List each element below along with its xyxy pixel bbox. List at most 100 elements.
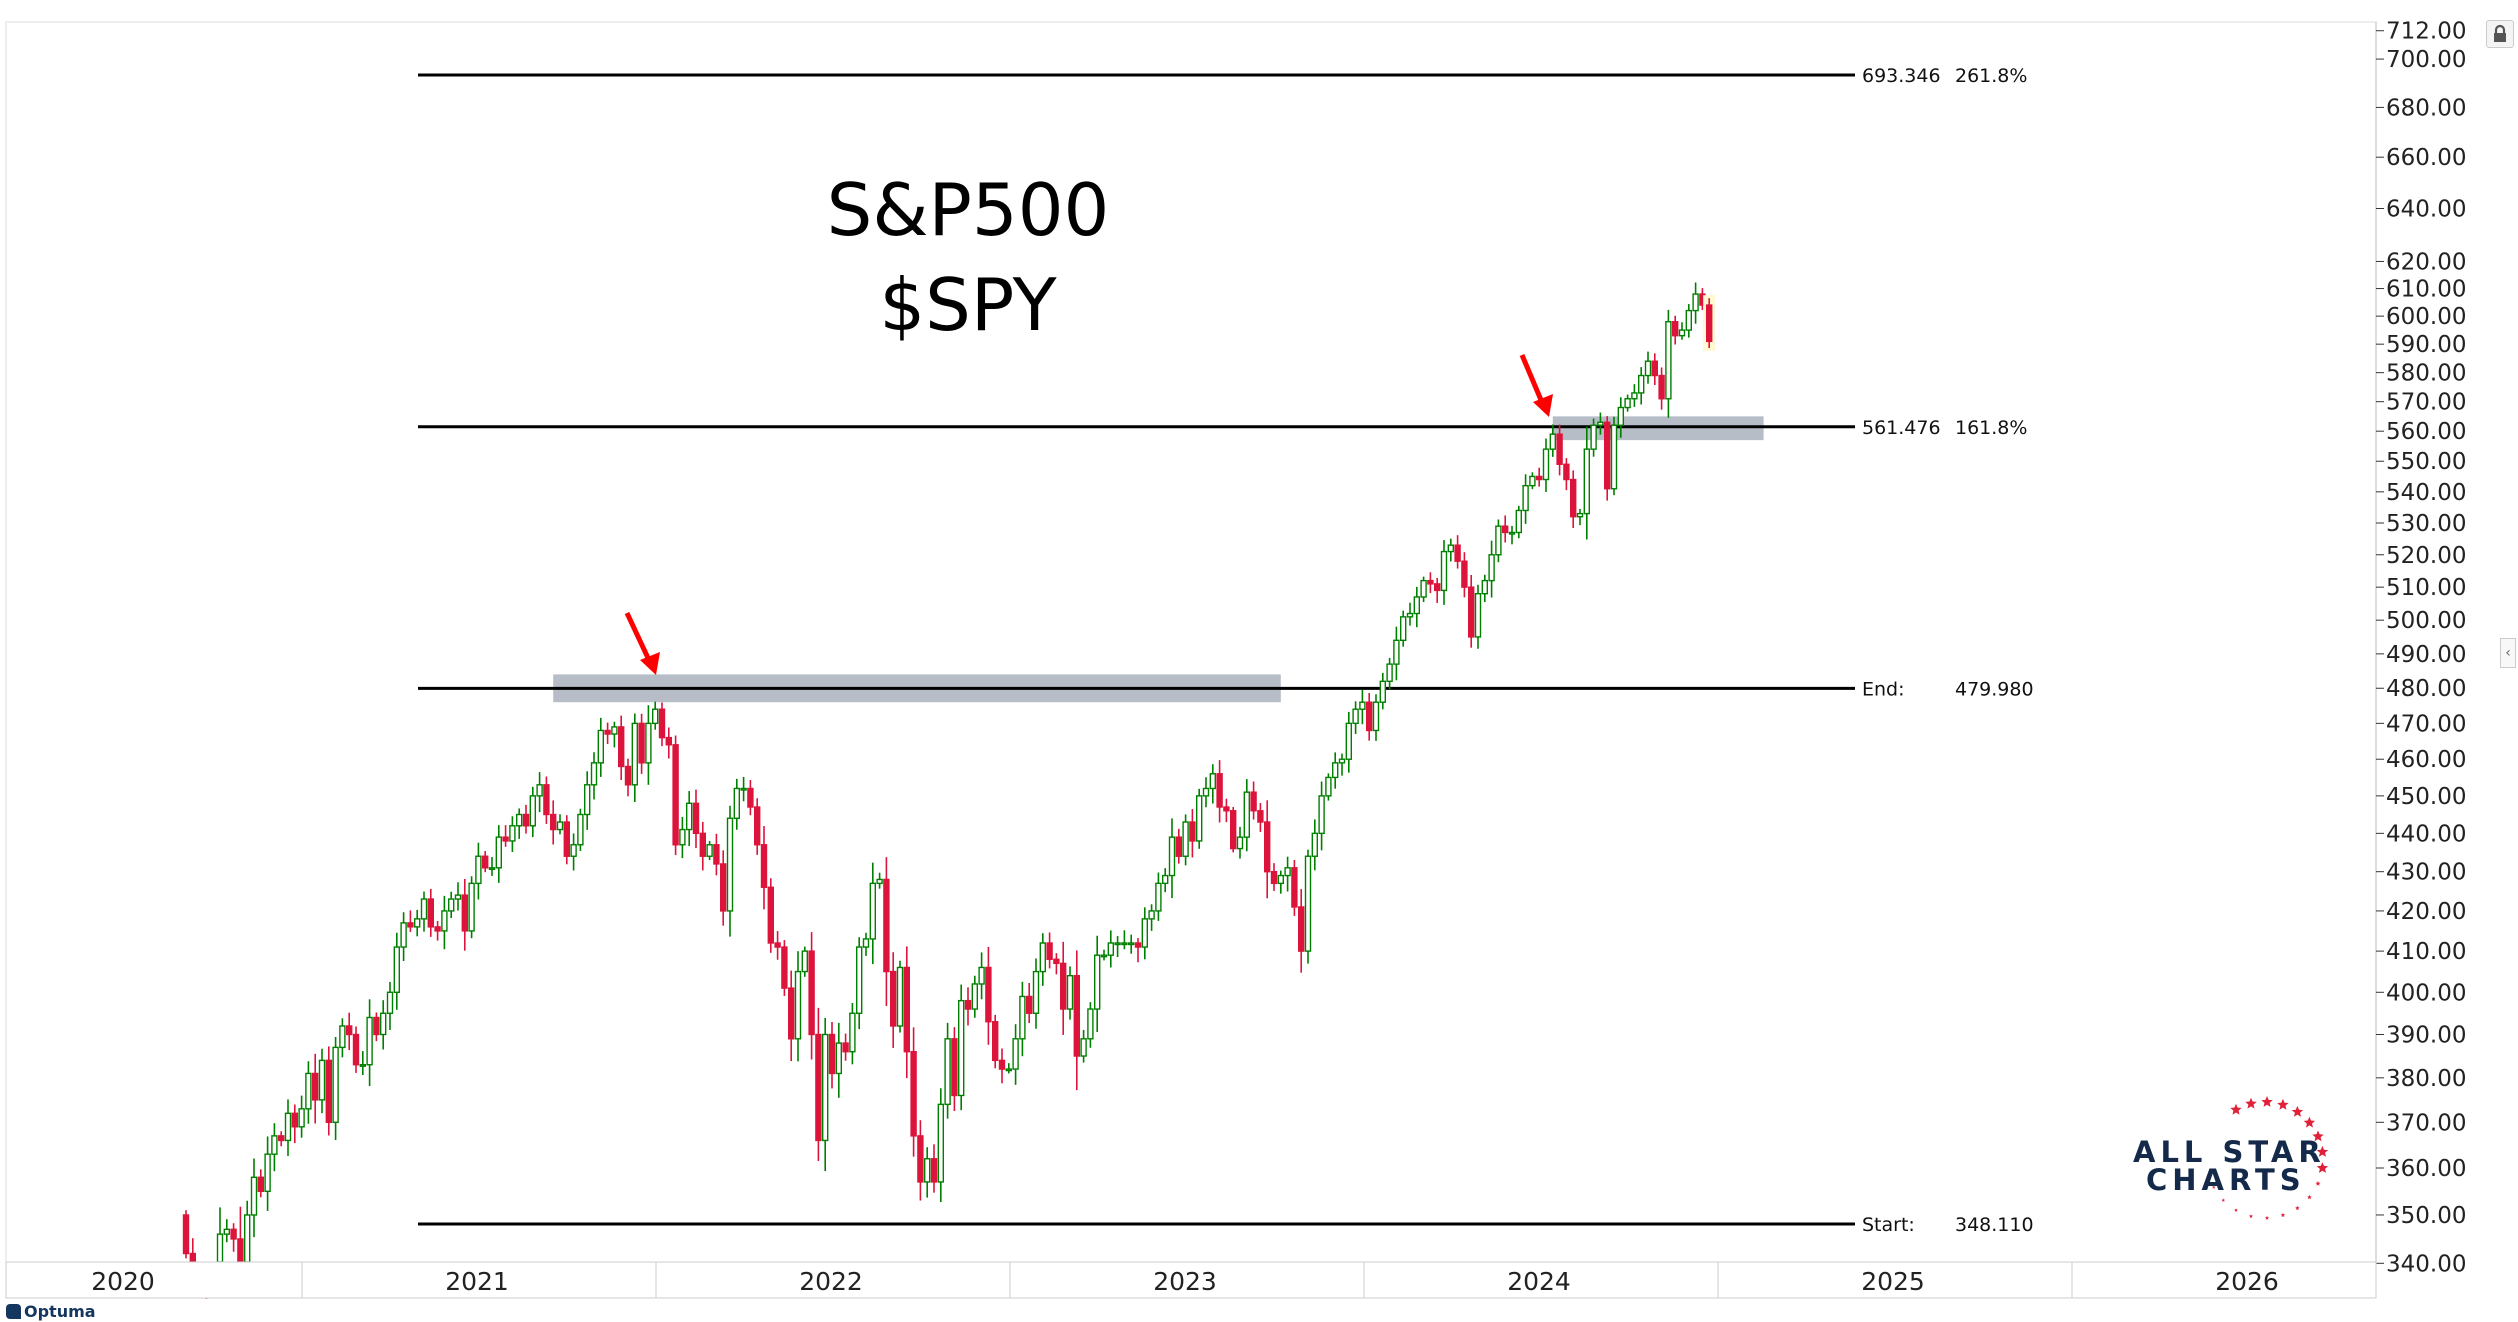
candle (1703, 295, 1716, 352)
candle (1461, 552, 1468, 598)
candle (223, 1219, 231, 1243)
star-icon (2261, 1096, 2273, 1107)
candle (1087, 1002, 1094, 1048)
collapse-panel-button[interactable]: ‹ (2500, 638, 2516, 668)
candle (1549, 424, 1557, 457)
candle (1637, 367, 1645, 405)
y-tick-label: 490.00 (2386, 642, 2466, 668)
y-tick-label: 600.00 (2386, 304, 2466, 330)
x-tick-label: 2021 (445, 1267, 509, 1296)
y-tick-label: 400.00 (2386, 980, 2466, 1006)
candle (1359, 689, 1366, 725)
candle (584, 771, 591, 830)
logo-stars-ring (2212, 1096, 2329, 1220)
candle (774, 931, 781, 960)
star-icon (2230, 1103, 2242, 1115)
candle (1454, 535, 1461, 569)
candle (420, 891, 428, 932)
candle (1100, 949, 1108, 961)
candle (672, 735, 679, 856)
candle (618, 715, 625, 781)
star-icon (2295, 1205, 2300, 1210)
candle (550, 800, 557, 845)
candle (903, 946, 910, 1079)
candle (624, 758, 632, 797)
candle (788, 970, 795, 1062)
candle (1379, 672, 1387, 710)
candle (516, 808, 523, 839)
candle (930, 1144, 938, 1193)
candle (1236, 826, 1244, 859)
y-tick-label: 360.00 (2386, 1156, 2466, 1182)
candle (924, 1147, 931, 1198)
candle (985, 946, 992, 1045)
fib-label: 693.346 (1862, 65, 1941, 87)
logo-text-line1: ALL STAR (2133, 1135, 2326, 1169)
candle (1603, 416, 1611, 501)
candle (373, 1012, 380, 1042)
star-icon (2291, 1105, 2304, 1117)
candle (182, 1210, 190, 1259)
star-icon (2303, 1116, 2316, 1128)
y-tick-label: 500.00 (2386, 608, 2466, 634)
candle (1175, 828, 1183, 864)
candle (910, 1027, 917, 1157)
candle (366, 999, 373, 1087)
candle (1399, 610, 1407, 647)
candle (1658, 367, 1665, 410)
candle (1114, 936, 1121, 958)
fib-value: 161.8% (1955, 417, 2027, 439)
y-tick-label: 680.00 (2386, 95, 2466, 121)
candle (1447, 538, 1455, 562)
y-tick-label: 460.00 (2386, 747, 2466, 773)
candle (1005, 1063, 1012, 1074)
candle (1590, 418, 1597, 457)
candle (1250, 781, 1257, 820)
y-tick-label: 410.00 (2386, 939, 2466, 965)
star-icon (2245, 1097, 2257, 1109)
candle (733, 778, 740, 830)
star-icon (2234, 1208, 2238, 1212)
candle (767, 878, 774, 953)
y-tick-label: 450.00 (2386, 784, 2466, 810)
candle (1229, 807, 1237, 853)
y-tick-label: 480.00 (2386, 676, 2466, 702)
candle (1216, 760, 1223, 823)
star-icon (2212, 1185, 2216, 1189)
candle (665, 727, 672, 759)
candle (1019, 981, 1026, 1057)
candle (1141, 907, 1149, 960)
candle (468, 876, 475, 939)
candle (890, 952, 897, 1048)
candle (1644, 351, 1652, 384)
candle (1263, 800, 1271, 899)
candle (1433, 577, 1441, 603)
candle (876, 872, 883, 889)
candle (522, 804, 530, 834)
fib-label: End: (1862, 678, 1905, 700)
candle (862, 932, 870, 956)
optuma-logo: Optuma (6, 1302, 96, 1321)
candle (801, 946, 808, 977)
candle (1474, 584, 1482, 649)
star-icon (2280, 1212, 2286, 1217)
candle (448, 891, 455, 919)
candle (1563, 458, 1570, 491)
candle (332, 1036, 339, 1141)
candle (1161, 868, 1169, 893)
y-tick-label: 420.00 (2386, 899, 2466, 925)
candle (1304, 849, 1312, 964)
y-tick-label: 610.00 (2386, 277, 2466, 303)
candle (1202, 777, 1210, 808)
candle (386, 981, 394, 1030)
candle (1481, 574, 1489, 603)
candle (1542, 438, 1550, 492)
lock-scale-button[interactable] (2486, 20, 2514, 48)
y-tick-label: 660.00 (2386, 145, 2466, 171)
y-tick-label: 510.00 (2386, 575, 2466, 601)
candle (1257, 803, 1264, 832)
candle (407, 910, 414, 932)
candle (1597, 412, 1604, 435)
candle (1223, 798, 1230, 823)
candle (1331, 752, 1339, 789)
